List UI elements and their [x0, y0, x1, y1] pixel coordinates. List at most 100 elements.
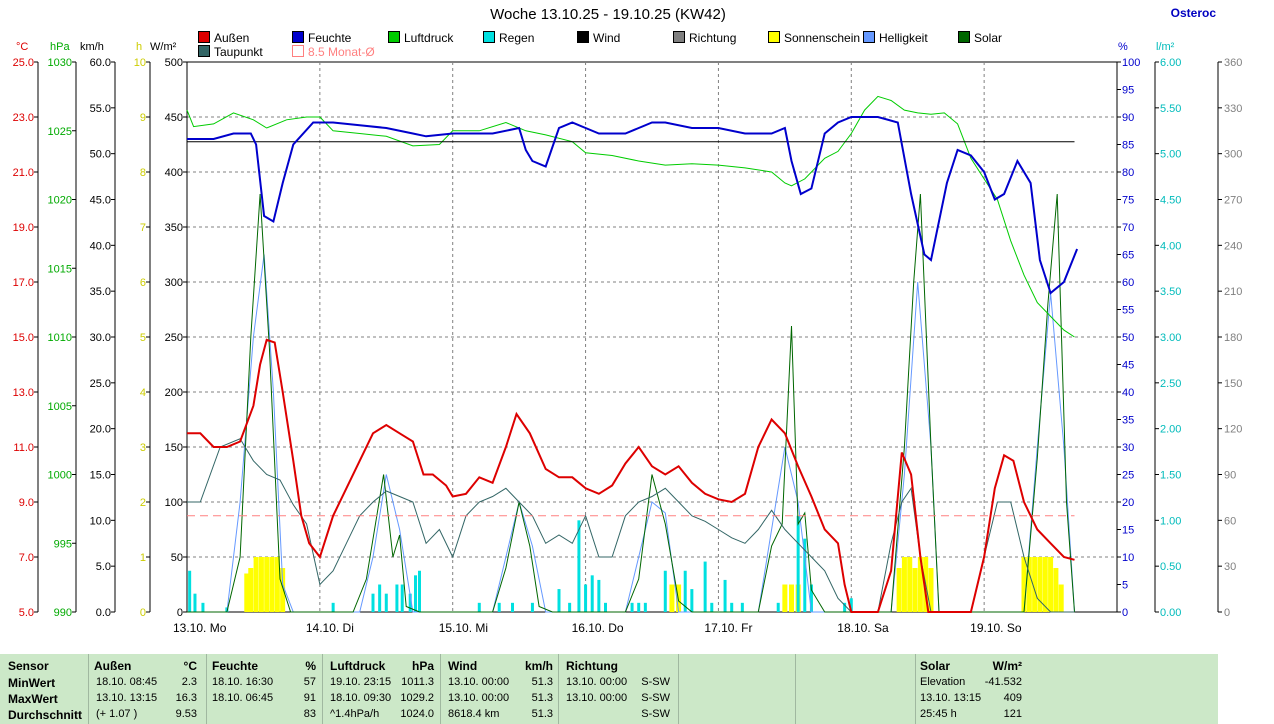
temp-tick-label: 25.0: [13, 57, 34, 69]
solar-tick-label: 350: [165, 222, 183, 234]
table-cell: 25:45 h: [920, 708, 957, 720]
rain-tick-label: 4.50: [1160, 195, 1181, 207]
bar-regen: [400, 584, 404, 612]
bar-regen: [477, 602, 481, 612]
legend-swatch: [958, 31, 970, 43]
temp-tick-label: 17.0: [13, 277, 34, 289]
bar-regen: [408, 593, 412, 612]
legend-swatch: [768, 31, 780, 43]
rain-tick-label: 1.50: [1160, 470, 1181, 482]
pressure-tick-label: 1025: [48, 126, 72, 138]
table-cell: hPa: [411, 659, 434, 673]
direction-tick-label: 360: [1224, 57, 1242, 69]
x-tick-label: 19.10. So: [970, 621, 1022, 635]
table-cell: ^1.4hPa/h: [330, 708, 380, 720]
x-tick-label: 15.10. Mi: [439, 621, 488, 635]
legend-item: Feuchte: [292, 31, 351, 45]
temp-tick-label: 9.0: [19, 497, 34, 509]
bar-sonnenschein: [907, 557, 913, 612]
table-cell: 83: [303, 708, 316, 720]
legend-swatch: [388, 31, 400, 43]
wind-tick-label: 30.0: [90, 332, 111, 344]
series-line-taupunkt: [187, 438, 1075, 613]
bar-regen: [849, 598, 853, 612]
bar-sonnenschein: [264, 557, 270, 612]
table-cell: Elevation: [920, 676, 966, 688]
humidity-tick-label: 15: [1122, 525, 1134, 537]
bar-sonnenschein: [912, 568, 918, 612]
solar-tick-label: 100: [165, 497, 183, 509]
table-cell: Außen: [94, 659, 132, 673]
bar-regen: [637, 602, 641, 612]
temp-unit-label: °C: [16, 41, 28, 53]
sun-tick-label: 3: [140, 442, 146, 454]
temp-tick-label: 7.0: [19, 552, 34, 564]
bar-regen: [530, 602, 534, 612]
direction-tick-label: 150: [1224, 378, 1242, 390]
legend-swatch: [292, 45, 304, 57]
legend-swatch: [198, 45, 210, 57]
bar-sonnenschein: [896, 568, 902, 612]
legend-label: Richtung: [689, 31, 737, 45]
direction-tick-label: 180: [1224, 332, 1242, 344]
bar-regen: [193, 593, 197, 612]
bar-regen: [630, 602, 634, 612]
table-cell: 13.10. 00:00: [448, 676, 510, 688]
table-cell: 2.3: [181, 676, 197, 688]
bar-regen: [511, 602, 514, 612]
table-cell: 19.10. 23:15: [330, 676, 392, 688]
humidity-tick-label: 80: [1122, 167, 1134, 179]
bar-regen: [796, 515, 800, 612]
pressure-tick-label: 1005: [48, 401, 72, 413]
table-cell: Feuchte: [212, 659, 259, 673]
legend-item: Sonnenschein: [768, 31, 860, 45]
bar-regen: [414, 575, 418, 612]
sun-tick-label: 6: [140, 277, 146, 289]
bar-sonnenschein: [901, 557, 907, 612]
x-tick-label: 17.10. Fr: [704, 621, 752, 635]
rain-tick-label: 6.00: [1160, 57, 1181, 69]
bar-regen: [809, 584, 813, 612]
rain-tick-label: 0.00: [1160, 607, 1181, 619]
table-cell: 13.10. 13:15: [920, 692, 982, 704]
bar-sonnenschein: [1037, 557, 1043, 612]
legend-swatch: [198, 31, 210, 43]
direction-tick-label: 30: [1224, 561, 1236, 573]
table-cell: Wind: [448, 659, 478, 673]
series-line-außen: [187, 338, 1075, 613]
sun-tick-label: 5: [140, 332, 146, 344]
bar-sonnenschein: [258, 557, 264, 612]
direction-tick-label: 0: [1224, 607, 1230, 619]
solar-tick-label: 500: [165, 57, 183, 69]
humidity-tick-label: 95: [1122, 85, 1134, 97]
pressure-tick-label: 1015: [48, 263, 72, 275]
table-cell: 18.10. 09:30: [330, 692, 392, 704]
wind-tick-label: 45.0: [90, 195, 111, 207]
temp-tick-label: 19.0: [13, 222, 34, 234]
humidity-tick-label: 75: [1122, 195, 1134, 207]
rain-tick-label: 1.00: [1160, 515, 1181, 527]
rain-tick-label: 5.00: [1160, 149, 1181, 161]
table-cell: Luftdruck: [330, 659, 386, 673]
legend-label: Feuchte: [308, 31, 352, 45]
wind-tick-label: 25.0: [90, 378, 111, 390]
bar-sonnenschein: [1058, 584, 1064, 612]
legend-label: Luftdruck: [404, 31, 454, 45]
temp-tick-label: 13.0: [13, 387, 34, 399]
table-cell: MinWert: [8, 676, 56, 690]
direction-tick-label: 330: [1224, 103, 1242, 115]
table-separator: [678, 654, 679, 724]
bar-regen: [740, 602, 744, 612]
temp-tick-label: 15.0: [13, 332, 34, 344]
solar-unit-label: W/m²: [150, 41, 177, 53]
humidity-tick-label: 65: [1122, 250, 1134, 262]
humidity-tick-label: 85: [1122, 140, 1134, 152]
rain-unit-label: l/m²: [1156, 41, 1175, 53]
table-cell: 13.10. 00:00: [566, 692, 628, 704]
pressure-tick-label: 1010: [48, 332, 72, 344]
rain-tick-label: 2.00: [1160, 424, 1181, 436]
legend-swatch: [863, 31, 875, 43]
bar-sonnenschein: [244, 573, 250, 612]
table-cell: 51.3: [531, 692, 553, 704]
legend-item: Helligkeit: [863, 31, 928, 45]
